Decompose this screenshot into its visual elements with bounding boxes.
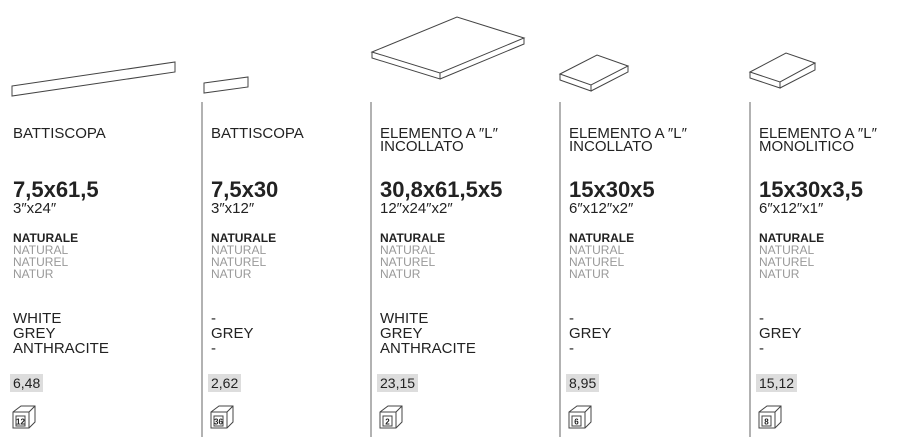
product-drawing — [11, 61, 176, 97]
color-option: WHITE — [13, 310, 62, 327]
product-drawing-edge — [749, 63, 816, 89]
product-drawing — [203, 76, 249, 94]
finish: NATURALE — [569, 231, 635, 245]
finish: NATURAL — [759, 243, 815, 257]
product-name: ELEMENTO A ″L″ — [569, 125, 687, 142]
product-drawing — [748, 52, 817, 83]
price: 15,12 — [756, 374, 798, 392]
size-cm: 15x30x5 — [569, 177, 655, 202]
finish: NATURALE — [13, 231, 79, 245]
product-drawing-edge — [371, 38, 525, 80]
finish: NATURAL — [569, 243, 625, 257]
box-icon — [758, 405, 782, 429]
finish: NATUR — [759, 267, 800, 281]
finish: NATURAL — [380, 243, 436, 257]
box-quantity: 2 — [385, 418, 390, 427]
finish: NATUR — [569, 267, 610, 281]
finish: NATUREL — [211, 255, 267, 269]
product-drawing — [558, 54, 630, 86]
product-name: MONOLITICO — [759, 138, 855, 155]
box-quantity: 12 — [16, 418, 25, 427]
color-option: - — [569, 310, 574, 327]
color-option: - — [211, 340, 216, 357]
price: 6,48 — [10, 374, 44, 392]
color-option: GREY — [759, 325, 802, 342]
color-option: GREY — [569, 325, 612, 342]
color-option: - — [759, 340, 764, 357]
finish: NATURALE — [380, 231, 446, 245]
finish: NATURAL — [13, 243, 69, 257]
color-option: WHITE — [380, 310, 429, 327]
finish: NATUREL — [13, 255, 69, 269]
color-option: - — [759, 310, 764, 327]
box-icon — [379, 405, 403, 429]
finish: NATUR — [13, 267, 54, 281]
finish: NATUREL — [569, 255, 625, 269]
color-option: GREY — [211, 325, 254, 342]
box-icon — [210, 405, 234, 429]
price: 23,15 — [377, 374, 419, 392]
size-cm: 30,8x61,5x5 — [380, 177, 503, 202]
color-option: - — [569, 340, 574, 357]
product-name: INCOLLATO — [569, 138, 653, 155]
color-option: ANTHRACITE — [380, 340, 476, 357]
finish: NATUR — [380, 267, 421, 281]
product-name: ELEMENTO A ″L″ — [380, 125, 498, 142]
box-quantity: 36 — [214, 418, 223, 427]
box-icon — [568, 405, 592, 429]
size-cm: 7,5x61,5 — [13, 177, 99, 202]
color-option: - — [211, 310, 216, 327]
finish: NATUREL — [380, 255, 436, 269]
size-inch: 12″x24″x2″ — [380, 200, 453, 217]
size-inch: 6″x12″x2″ — [569, 200, 634, 217]
finish: NATURALE — [211, 231, 277, 245]
finish: NATUR — [211, 267, 252, 281]
size-cm: 15x30x3,5 — [759, 177, 863, 202]
box-icon — [12, 405, 36, 429]
finish: NATUREL — [759, 255, 815, 269]
size-cm: 7,5x30 — [211, 177, 279, 202]
color-option: ANTHRACITE — [13, 340, 109, 357]
price: 2,62 — [208, 374, 242, 392]
product-name: ELEMENTO A ″L″ — [759, 125, 877, 142]
size-inch: 6″x12″x1″ — [759, 200, 824, 217]
finish: NATURAL — [211, 243, 267, 257]
product-name: BATTISCOPA — [211, 125, 304, 142]
size-inch: 3″x12″ — [211, 200, 255, 217]
product-name: INCOLLATO — [380, 138, 464, 155]
product-name: BATTISCOPA — [13, 125, 106, 142]
size-inch: 3″x24″ — [13, 200, 57, 217]
color-option: GREY — [13, 325, 56, 342]
box-quantity: 8 — [764, 418, 769, 427]
box-quantity: 6 — [574, 418, 579, 427]
product-drawing-edge — [559, 66, 629, 92]
color-option: GREY — [380, 325, 423, 342]
price: 8,95 — [566, 374, 600, 392]
finish: NATURALE — [759, 231, 825, 245]
